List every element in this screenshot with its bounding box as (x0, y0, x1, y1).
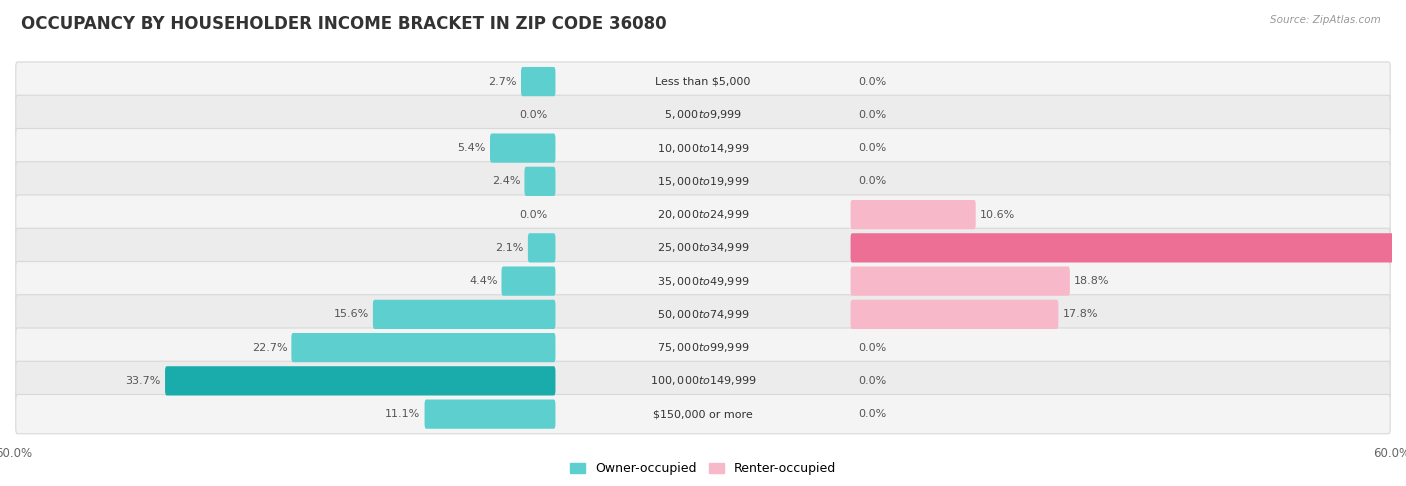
Text: 5.4%: 5.4% (457, 143, 486, 153)
FancyBboxPatch shape (15, 261, 1391, 301)
FancyBboxPatch shape (491, 134, 555, 163)
Text: 4.4%: 4.4% (470, 276, 498, 286)
FancyBboxPatch shape (373, 300, 555, 329)
FancyBboxPatch shape (15, 62, 1391, 101)
Text: $50,000 to $74,999: $50,000 to $74,999 (657, 308, 749, 321)
FancyBboxPatch shape (15, 195, 1391, 234)
Text: 18.8%: 18.8% (1074, 276, 1109, 286)
Text: $35,000 to $49,999: $35,000 to $49,999 (657, 275, 749, 288)
Text: $15,000 to $19,999: $15,000 to $19,999 (657, 175, 749, 188)
Text: Source: ZipAtlas.com: Source: ZipAtlas.com (1270, 15, 1381, 25)
Text: 0.0%: 0.0% (520, 110, 548, 120)
FancyBboxPatch shape (502, 266, 555, 296)
Text: $25,000 to $34,999: $25,000 to $34,999 (657, 242, 749, 254)
FancyBboxPatch shape (15, 361, 1391, 400)
FancyBboxPatch shape (165, 366, 555, 396)
FancyBboxPatch shape (851, 200, 976, 229)
Text: $20,000 to $24,999: $20,000 to $24,999 (657, 208, 749, 221)
Text: 2.7%: 2.7% (488, 77, 517, 87)
Text: 10.6%: 10.6% (980, 209, 1015, 220)
FancyBboxPatch shape (15, 395, 1391, 434)
FancyBboxPatch shape (15, 328, 1391, 367)
FancyBboxPatch shape (851, 233, 1406, 262)
Text: 2.4%: 2.4% (492, 176, 520, 186)
Text: 0.0%: 0.0% (858, 376, 886, 386)
Text: 0.0%: 0.0% (858, 77, 886, 87)
FancyBboxPatch shape (425, 399, 555, 429)
FancyBboxPatch shape (15, 128, 1391, 168)
Text: 0.0%: 0.0% (858, 110, 886, 120)
Text: 22.7%: 22.7% (252, 343, 287, 353)
FancyBboxPatch shape (291, 333, 555, 362)
Legend: Owner-occupied, Renter-occupied: Owner-occupied, Renter-occupied (565, 457, 841, 481)
Text: 0.0%: 0.0% (858, 143, 886, 153)
FancyBboxPatch shape (15, 95, 1391, 135)
Text: Less than $5,000: Less than $5,000 (655, 77, 751, 87)
Text: 0.0%: 0.0% (858, 409, 886, 419)
Text: 0.0%: 0.0% (520, 209, 548, 220)
FancyBboxPatch shape (15, 228, 1391, 267)
Text: $100,000 to $149,999: $100,000 to $149,999 (650, 374, 756, 387)
FancyBboxPatch shape (524, 167, 555, 196)
Text: $150,000 or more: $150,000 or more (654, 409, 752, 419)
FancyBboxPatch shape (15, 162, 1391, 201)
Text: $75,000 to $99,999: $75,000 to $99,999 (657, 341, 749, 354)
Text: 0.0%: 0.0% (858, 176, 886, 186)
Text: 17.8%: 17.8% (1063, 310, 1098, 319)
Text: 33.7%: 33.7% (125, 376, 162, 386)
Text: 15.6%: 15.6% (333, 310, 368, 319)
FancyBboxPatch shape (522, 67, 555, 96)
Text: 0.0%: 0.0% (858, 343, 886, 353)
Text: 11.1%: 11.1% (385, 409, 420, 419)
Text: OCCUPANCY BY HOUSEHOLDER INCOME BRACKET IN ZIP CODE 36080: OCCUPANCY BY HOUSEHOLDER INCOME BRACKET … (21, 15, 666, 33)
Text: $10,000 to $14,999: $10,000 to $14,999 (657, 141, 749, 155)
Text: 2.1%: 2.1% (495, 243, 524, 253)
Text: $5,000 to $9,999: $5,000 to $9,999 (664, 108, 742, 122)
FancyBboxPatch shape (527, 233, 555, 262)
FancyBboxPatch shape (851, 266, 1070, 296)
FancyBboxPatch shape (851, 300, 1059, 329)
FancyBboxPatch shape (15, 295, 1391, 334)
